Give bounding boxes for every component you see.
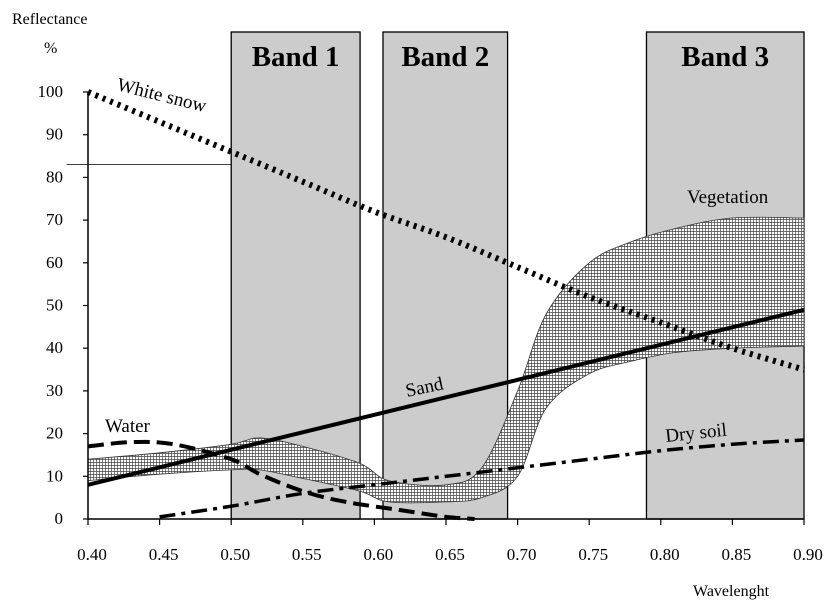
series-layer bbox=[86, 89, 805, 521]
dry-soil-series bbox=[159, 438, 805, 519]
band-2-label: Band 2 bbox=[401, 41, 489, 73]
y-tick-label: 50 bbox=[46, 296, 63, 315]
band-2-rect bbox=[382, 31, 509, 520]
x-tick-label: 0.80 bbox=[650, 545, 680, 564]
white-snow-label: White snow bbox=[115, 74, 209, 117]
x-tick-label: 0.90 bbox=[793, 545, 823, 564]
y-tick-label: 30 bbox=[46, 381, 63, 400]
y-tick-label: 70 bbox=[46, 210, 63, 229]
x-tick-label: 0.55 bbox=[292, 545, 322, 564]
y-tick-label: 100 bbox=[38, 82, 64, 101]
y-tick-label: 60 bbox=[46, 253, 63, 272]
y-tick-label: 40 bbox=[46, 338, 63, 357]
x-tick-label: 0.70 bbox=[507, 545, 537, 564]
x-tick-label: 0.85 bbox=[722, 545, 752, 564]
x-axis-title: Wavelenght bbox=[693, 583, 770, 600]
x-tick-label: 0.60 bbox=[364, 545, 394, 564]
x-tick-label: 0.75 bbox=[578, 545, 608, 564]
y-tick-label: 80 bbox=[46, 167, 63, 186]
x-tick-label: 0.45 bbox=[149, 545, 179, 564]
y-tick-label: 0 bbox=[55, 509, 64, 528]
x-tick-label: 0.65 bbox=[435, 545, 465, 564]
x-tick-label: 0.40 bbox=[77, 545, 107, 564]
vegetation-label: Vegetation bbox=[687, 187, 769, 208]
bands-layer: Band 1 Band 2 Band 3 bbox=[230, 31, 805, 520]
sand-series bbox=[87, 307, 805, 487]
y-tick-label: 90 bbox=[46, 125, 63, 144]
ticks-layer: 0 10 20 30 40 50 60 70 80 90 100 0.40 0.45 0.50 0.55 0.… bbox=[38, 82, 823, 564]
vegetation-series bbox=[87, 216, 805, 504]
band-3-label: Band 3 bbox=[681, 41, 769, 73]
x-tick-label: 0.50 bbox=[220, 545, 250, 564]
y-tick-label: 10 bbox=[46, 466, 63, 485]
white-snow-series bbox=[86, 89, 805, 373]
water-label: Water bbox=[105, 416, 151, 437]
band-1-label: Band 1 bbox=[252, 41, 340, 73]
water-series bbox=[87, 439, 475, 521]
y-tick-label: 20 bbox=[46, 424, 63, 443]
y-axis-title: Reflectance bbox=[12, 11, 88, 28]
y-axis-unit: % bbox=[44, 40, 57, 57]
band-1-rect bbox=[230, 31, 361, 520]
